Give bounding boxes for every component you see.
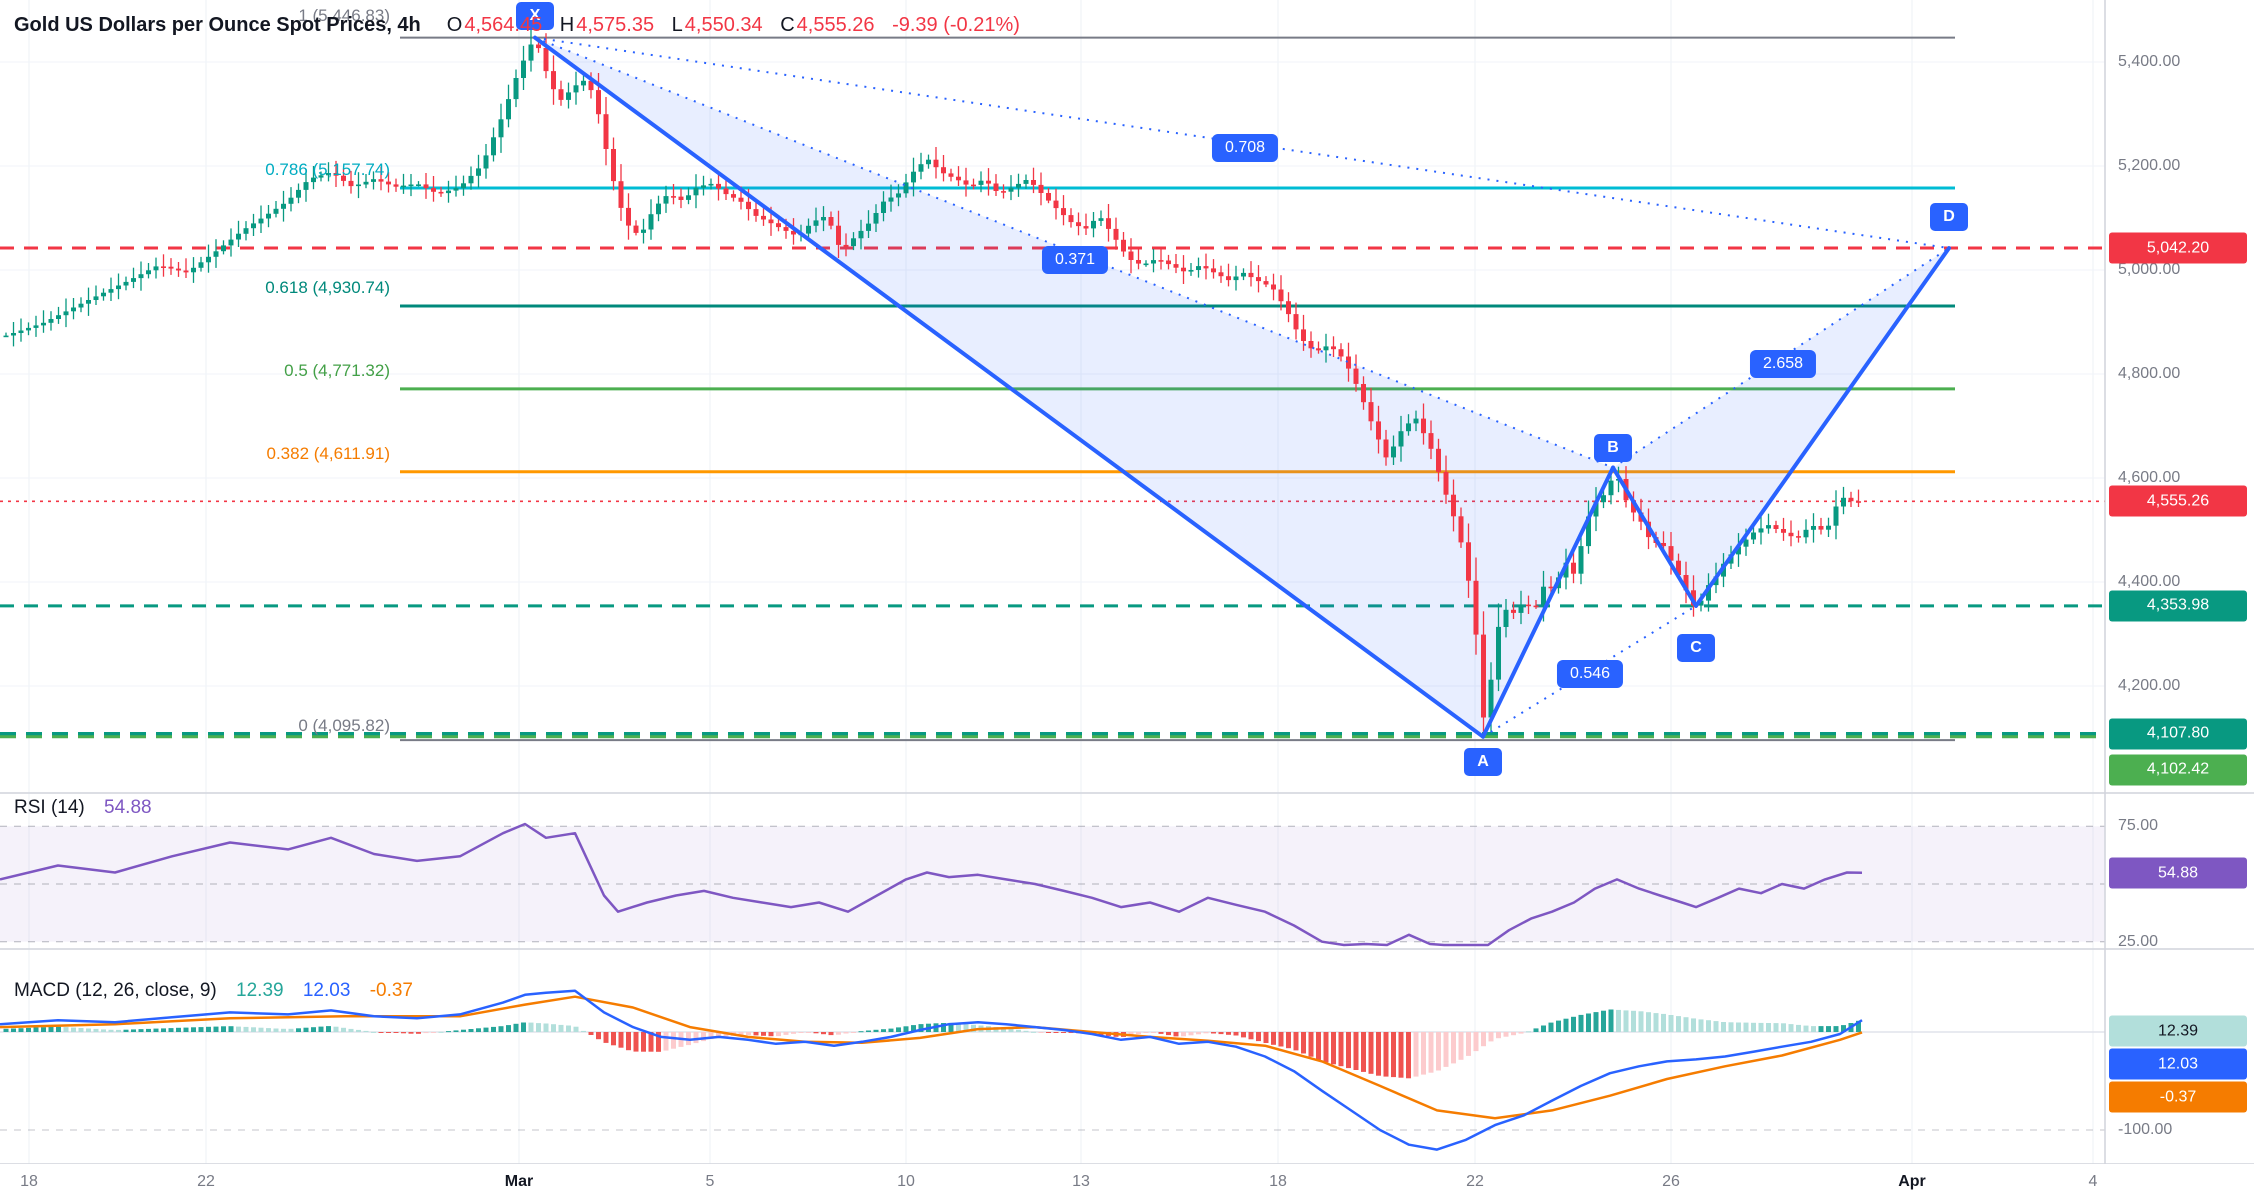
pattern-point-x[interactable]: X [516, 2, 554, 30]
pattern-point-b[interactable]: B [1594, 434, 1632, 462]
price-tick-label: 4,800.00 [2118, 365, 2181, 382]
price-badge: 12.03 [2109, 1048, 2247, 1080]
pattern-point-c[interactable]: C [1677, 634, 1715, 662]
time-tick-label: 18 [20, 1173, 38, 1190]
symbol-legend: Gold US Dollars per Ounce Spot Prices, 4… [14, 14, 1020, 37]
rsi-tick-label: 75.00 [2118, 817, 2159, 835]
price-badge: 4,353.98 [2109, 590, 2247, 622]
price-badge: 12.39 [2109, 1015, 2247, 1047]
price-badge: 54.88 [2109, 857, 2247, 889]
macd-line-value: 12.03 [302, 980, 351, 1001]
xabcd-pattern-fill [535, 37, 1949, 737]
horizontal-price-lines [0, 246, 2105, 739]
time-tick-label: 22 [197, 1173, 215, 1190]
price-tick-label: 5,000.00 [2118, 261, 2181, 278]
low-value: 4,550.34 [684, 14, 763, 36]
macd-tick-label: -100.00 [2118, 1121, 2173, 1138]
fib-retracement-lines [400, 36, 1955, 742]
time-tick-label: 4 [2088, 1173, 2098, 1190]
macd-lines [0, 989, 1863, 1151]
time-axis[interactable]: 18 22 Mar 5 10 13 18 22 26 Apr 4 [0, 1164, 2254, 1200]
rsi-band [0, 825, 2105, 943]
fib-label-0786: 0.786 (5,157.74) [265, 160, 390, 179]
pattern-point-a[interactable]: A [1464, 748, 1502, 776]
price-badge: 4,107.80 [2109, 718, 2247, 750]
close-label: C [780, 14, 795, 36]
macd-histogram [3, 1009, 1861, 1079]
ratio-label-xd: 0.708 [1211, 134, 1279, 162]
macd-name: MACD (12, 26, close, 9) [14, 980, 217, 1001]
time-tick-label: 18 [1269, 1173, 1287, 1190]
price-tick-label: 5,200.00 [2118, 157, 2181, 174]
price-badge: 4,102.42 [2109, 754, 2247, 786]
ratio-label-xb: 0.371 [1041, 246, 1109, 274]
time-tick-label: 10 [897, 1173, 915, 1190]
rsi-tick-label: 25.00 [2118, 932, 2159, 950]
candlestick-series [3, 29, 1861, 735]
pattern-point-d[interactable]: D [1930, 203, 1968, 231]
close-value: 4,555.26 [796, 14, 875, 36]
price-badge: 5,042.20 [2109, 232, 2247, 264]
price-tick-label: 5,400.00 [2118, 53, 2181, 70]
fib-label-0382: 0.382 (4,611.91) [266, 444, 391, 463]
fib-label-0618: 0.618 (4,930.74) [265, 278, 390, 297]
rsi-line [0, 822, 1863, 947]
ohlc-values: O 4,564.45 H 4,575.35 L 4,550.34 C 4,555.26 … [435, 14, 1020, 37]
price-axis[interactable]: 5,400.00 5,200.00 5,000.00 4,800.00 4,600.00… [2106, 0, 2254, 1200]
time-tick-label: 22 [1466, 1173, 1484, 1190]
price-badge: 4,555.26 [2109, 485, 2247, 517]
price-badge: -0.37 [2109, 1081, 2247, 1113]
fib-label-0: 0 (4,095.82) [298, 716, 390, 735]
time-tick-label: 5 [705, 1173, 715, 1190]
price-tick-label: 4,600.00 [2118, 469, 2181, 486]
rsi-name: RSI (14) [14, 797, 85, 818]
symbol-title[interactable]: Gold US Dollars per Ounce Spot Prices, 4… [14, 14, 421, 36]
ratio-label-bd: 2.658 [1749, 350, 1817, 378]
fib-label-05: 0.5 (4,771.32) [284, 361, 390, 380]
time-tick-label: Mar [504, 1173, 534, 1190]
change-value: -9.39 (-0.21%) [892, 14, 1020, 36]
open-value: 4,564.45 [464, 14, 543, 36]
low-label: L [671, 14, 683, 36]
macd-signal-value: -0.37 [369, 980, 413, 1001]
fib-label-1: 1 (5,446.83) [298, 6, 390, 25]
price-tick-label: 4,400.00 [2118, 573, 2181, 590]
macd-title[interactable]: MACD (12, 26, close, 9) 12.39 12.03 -0.3… [14, 980, 413, 1002]
price-tick-label: 4,200.00 [2118, 677, 2181, 694]
macd-hist-value: 12.39 [236, 980, 284, 1001]
rsi-value: 54.88 [104, 797, 152, 818]
high-value: 4,575.35 [576, 14, 655, 36]
open-label: O [446, 14, 463, 36]
time-tick-label: 26 [1662, 1173, 1680, 1190]
time-tick-label: 13 [1072, 1173, 1090, 1190]
xabcd-pattern-lines [533, 35, 1951, 739]
ratio-label-ac: 0.546 [1556, 660, 1624, 688]
time-tick-label: Apr [1898, 1173, 1926, 1190]
rsi-title[interactable]: RSI (14) 54.88 [14, 797, 152, 819]
high-label: H [559, 14, 575, 36]
